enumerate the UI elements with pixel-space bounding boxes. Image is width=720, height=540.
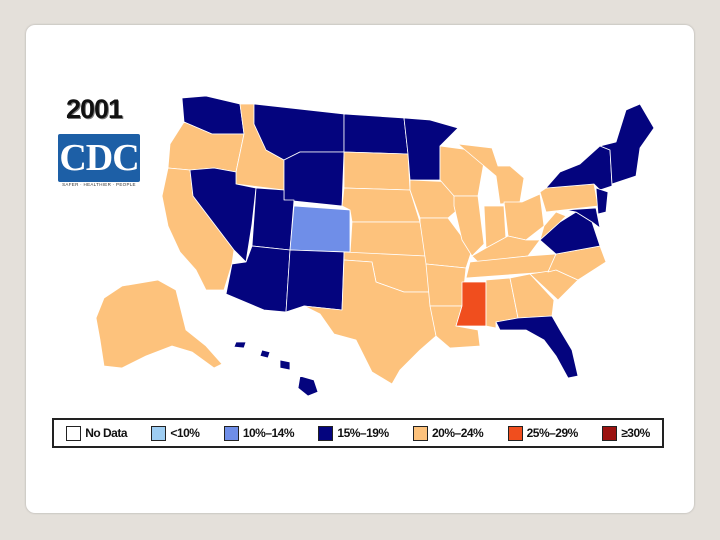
cdc-logo-text: CDC <box>59 137 139 179</box>
legend-label: 15%–19% <box>337 426 389 440</box>
state-north-dakota <box>343 113 409 155</box>
state-mississippi <box>455 281 487 327</box>
state-arizona <box>225 245 291 313</box>
state-kansas <box>349 221 427 257</box>
state-nevada <box>189 167 257 263</box>
state-wyoming <box>283 151 345 207</box>
legend-item-25-29: 25%–29% <box>507 425 579 441</box>
cdc-logo: CDC SAFER · HEALTHIER · PEOPLE <box>58 134 140 188</box>
legend-item-ge30: ≥30% <box>602 425 650 441</box>
state-west-virginia <box>539 211 567 241</box>
state-delaware-maryland <box>565 207 601 229</box>
state-south-dakota <box>343 151 411 191</box>
state-new-york <box>545 145 613 191</box>
map-title-year: 2001 <box>66 94 123 124</box>
map-legend: No Data <10% 10%–14% 15%–19% 20%–24% 25%… <box>52 418 664 448</box>
legend-item-lt10: <10% <box>151 425 200 441</box>
state-alaska <box>95 279 223 369</box>
legend-label: <10% <box>170 426 200 440</box>
legend-label: No Data <box>85 426 128 440</box>
state-texas <box>303 259 437 385</box>
legend-item-no-data: No Data <box>66 425 128 441</box>
legend-swatch <box>318 425 334 441</box>
legend-label: 20%–24% <box>432 426 484 440</box>
state-hawaii-island-3 <box>259 349 271 359</box>
state-florida <box>495 315 579 379</box>
state-new-england <box>599 103 655 185</box>
state-hawaii-island-4 <box>233 341 247 349</box>
cdc-logo-box <box>58 134 140 182</box>
state-michigan <box>457 143 525 205</box>
legend-swatch <box>151 425 167 441</box>
legend-swatch <box>507 425 523 441</box>
legend-swatch <box>413 425 428 441</box>
state-new-mexico <box>285 249 345 313</box>
cdc-logo-tagline: SAFER · HEALTHIER · PEOPLE <box>62 182 136 187</box>
state-arkansas <box>425 263 467 307</box>
legend-swatch <box>223 425 239 441</box>
legend-item-20-24: 20%–24% <box>413 425 484 441</box>
state-hawaii-island-2 <box>279 359 291 371</box>
legend-item-10-14: 10%–14% <box>223 425 295 441</box>
state-nebraska <box>341 187 421 223</box>
state-georgia <box>509 273 555 319</box>
legend-label: ≥30% <box>621 426 650 440</box>
state-new-jersey <box>595 187 609 215</box>
legend-item-15-19: 15%–19% <box>318 425 389 441</box>
legend-swatch <box>602 425 618 441</box>
legend-label: 25%–29% <box>526 426 579 440</box>
state-hawaii <box>297 375 319 397</box>
legend-label: 10%–14% <box>242 426 295 440</box>
legend-swatch <box>66 425 82 441</box>
state-colorado <box>289 205 351 253</box>
state-pennsylvania <box>539 183 599 213</box>
